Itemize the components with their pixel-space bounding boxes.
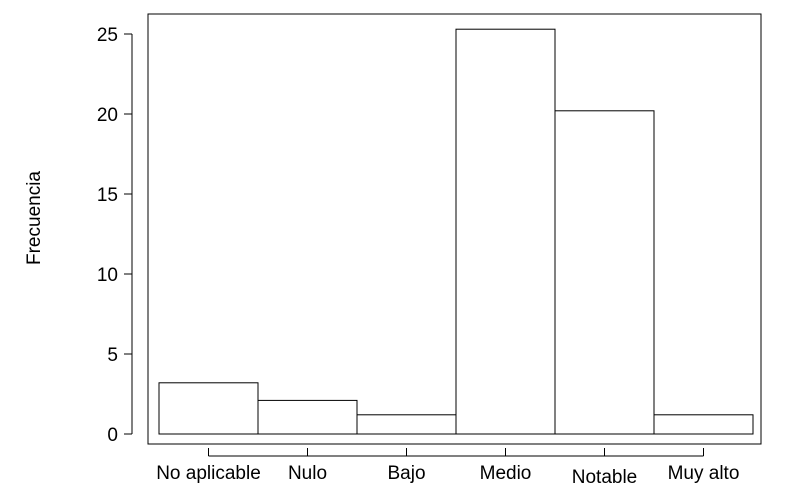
x-tick-label: Medio bbox=[480, 463, 532, 484]
bar-no-aplicable bbox=[158, 382, 259, 435]
x-tick-label: Muy alto bbox=[668, 463, 740, 484]
y-axis: 0 5 10 15 20 25 bbox=[97, 25, 133, 446]
plot-frame bbox=[147, 13, 762, 445]
y-tick-label: 20 bbox=[97, 105, 118, 126]
x-tick-label: Bajo bbox=[387, 463, 425, 484]
y-tick-label: 25 bbox=[97, 25, 118, 46]
bars-group bbox=[158, 28, 754, 435]
y-axis-title: Frecuencia bbox=[24, 171, 45, 265]
bar-nulo bbox=[257, 399, 358, 435]
y-tick-label: 10 bbox=[97, 265, 118, 286]
bar-bajo bbox=[356, 414, 457, 435]
x-tick-label: Nulo bbox=[288, 463, 327, 484]
bar-muy-alto bbox=[653, 414, 754, 435]
y-tick-label: 5 bbox=[107, 345, 118, 366]
y-tick-label: 0 bbox=[107, 425, 118, 446]
bar-notable bbox=[554, 110, 655, 435]
x-axis: No aplicable Nulo Bajo Medio Notable Muy alto bbox=[156, 448, 739, 488]
y-tick-label: 15 bbox=[97, 185, 118, 206]
x-tick-label: No aplicable bbox=[156, 463, 261, 484]
bar-medio bbox=[455, 28, 556, 435]
x-tick-label: Notable bbox=[572, 467, 638, 488]
